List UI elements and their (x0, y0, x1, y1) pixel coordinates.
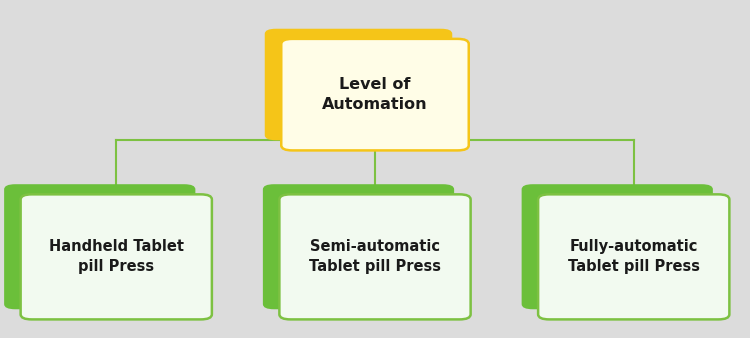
FancyBboxPatch shape (262, 184, 454, 309)
Text: Fully-automatic
Tablet pill Press: Fully-automatic Tablet pill Press (568, 240, 700, 274)
FancyBboxPatch shape (521, 184, 712, 309)
FancyBboxPatch shape (265, 29, 452, 140)
FancyBboxPatch shape (279, 194, 471, 319)
FancyBboxPatch shape (281, 39, 469, 150)
Text: Handheld Tablet
pill Press: Handheld Tablet pill Press (49, 240, 184, 274)
FancyBboxPatch shape (538, 194, 729, 319)
Text: Semi-automatic
Tablet pill Press: Semi-automatic Tablet pill Press (309, 240, 441, 274)
FancyBboxPatch shape (4, 184, 195, 309)
Text: Level of
Automation: Level of Automation (322, 77, 428, 112)
FancyBboxPatch shape (20, 194, 211, 319)
